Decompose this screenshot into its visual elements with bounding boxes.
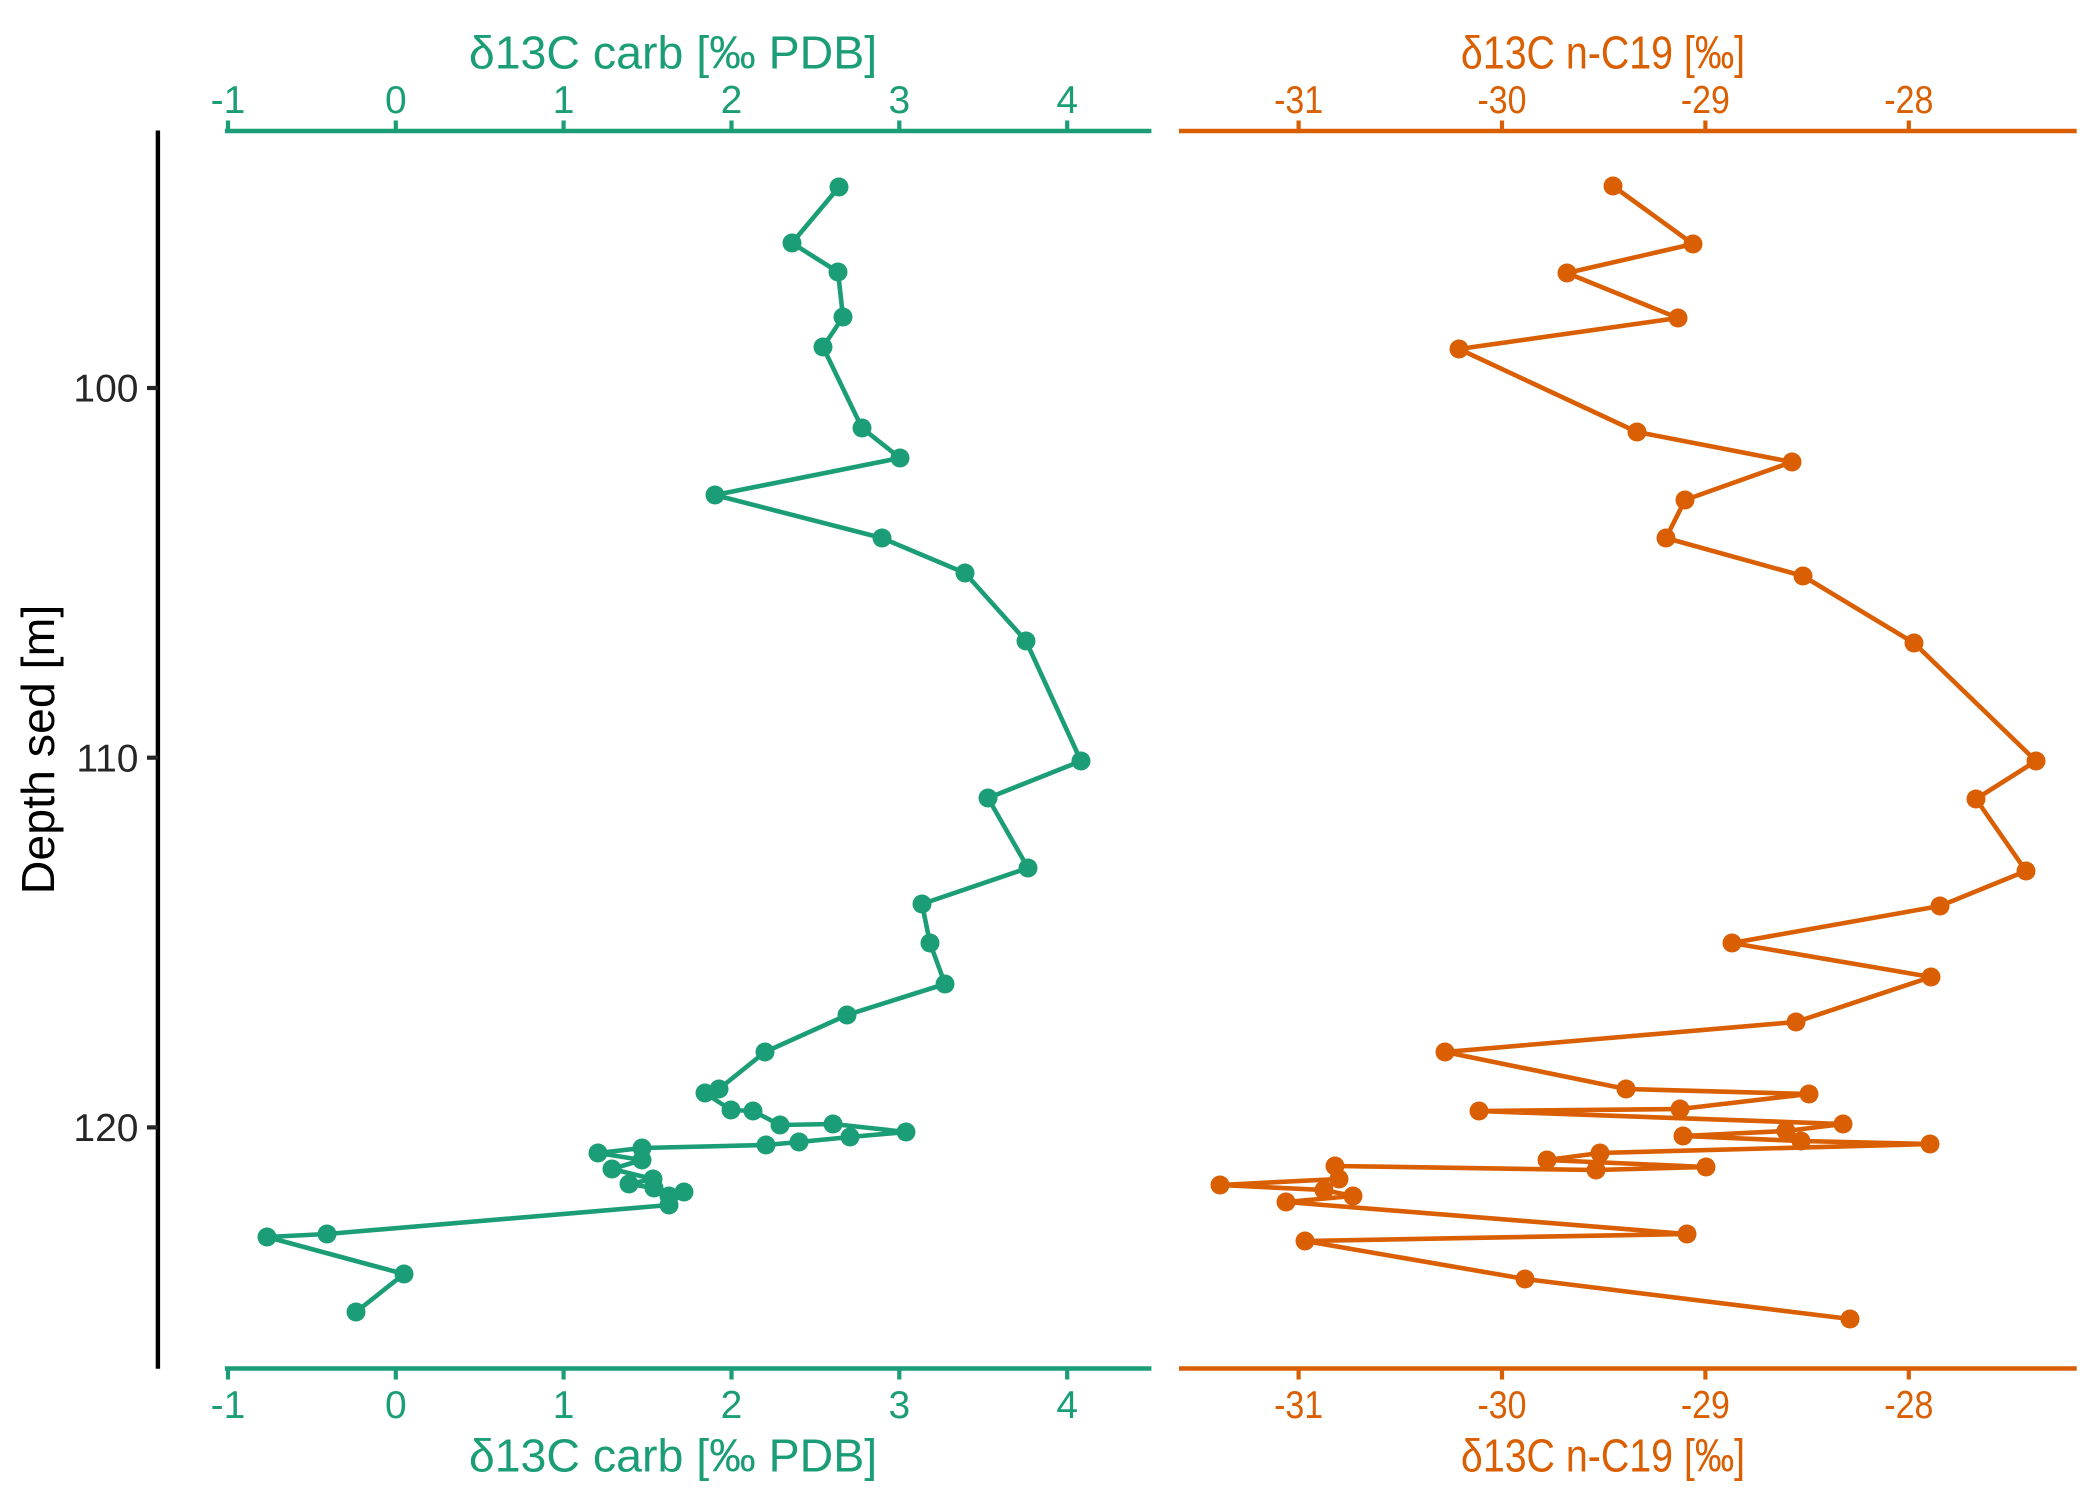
svg-text:120: 120	[73, 1107, 138, 1150]
svg-text:δ13C carb [‰ PDB]: δ13C carb [‰ PDB]	[469, 27, 877, 79]
svg-text:3: 3	[888, 79, 910, 122]
svg-text:δ13C carb [‰ PDB]: δ13C carb [‰ PDB]	[469, 1429, 877, 1481]
svg-text:4: 4	[1056, 1384, 1078, 1427]
svg-text:-1: -1	[211, 79, 246, 122]
svg-text:-28: -28	[1884, 78, 1933, 122]
svg-text:-31: -31	[1274, 1383, 1323, 1427]
svg-text:-28: -28	[1884, 1383, 1933, 1427]
svg-text:-29: -29	[1681, 1383, 1730, 1427]
svg-text:0: 0	[385, 79, 407, 122]
svg-text:4: 4	[1056, 79, 1078, 122]
svg-text:2: 2	[721, 79, 743, 122]
svg-text:-31: -31	[1274, 78, 1323, 122]
svg-text:-1: -1	[211, 1384, 246, 1427]
svg-text:Depth sed [m]: Depth sed [m]	[12, 605, 64, 894]
svg-text:2: 2	[721, 1384, 743, 1427]
svg-text:110: 110	[76, 737, 138, 780]
svg-text:3: 3	[888, 1384, 910, 1427]
svg-text:-30: -30	[1477, 1383, 1526, 1427]
svg-text:-30: -30	[1477, 78, 1526, 122]
svg-text:δ13C n-C19 [‰]: δ13C n-C19 [‰]	[1461, 28, 1745, 80]
svg-text:-29: -29	[1681, 78, 1730, 122]
svg-text:0: 0	[385, 1384, 407, 1427]
svg-text:1: 1	[553, 79, 575, 122]
svg-text:1: 1	[553, 1384, 575, 1427]
svg-text:δ13C n-C19 [‰]: δ13C n-C19 [‰]	[1461, 1430, 1745, 1482]
svg-text:100: 100	[73, 368, 138, 411]
